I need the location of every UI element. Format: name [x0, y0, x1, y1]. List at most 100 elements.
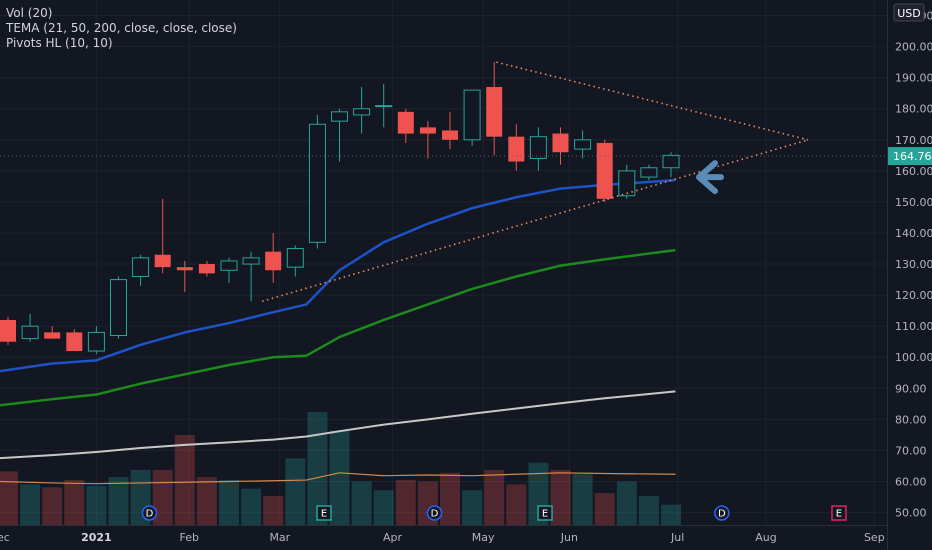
- candle: [308, 114, 326, 249]
- last-price-label: 164.76: [893, 150, 932, 163]
- y-tick-label: 90.00: [895, 382, 927, 395]
- volume-bar: [616, 481, 637, 525]
- earnings-event-icon[interactable]: E: [316, 505, 332, 521]
- candle: [21, 313, 39, 342]
- tema-slow-line: [0, 390, 676, 460]
- y-tick-label: 130.00: [895, 258, 932, 271]
- dividend-event-icon[interactable]: D: [714, 505, 730, 521]
- x-tick-label: Dec: [0, 531, 10, 544]
- x-tick-label: May: [472, 531, 495, 544]
- candle-body: [552, 133, 569, 153]
- y-tick-label: 140.00: [895, 227, 932, 240]
- indicator-legend: Vol (20) TEMA (21, 50, 200, close, close…: [6, 6, 237, 51]
- svg-text:D: D: [431, 509, 439, 520]
- svg-text:E: E: [542, 509, 548, 520]
- y-tick-label: 200.00: [895, 41, 932, 54]
- volume-bar: [594, 493, 615, 525]
- volume-bar: [550, 469, 571, 525]
- volume-ma-line: [0, 472, 676, 485]
- candle: [132, 254, 150, 286]
- volume-bar: [263, 496, 284, 525]
- candle-body: [21, 325, 39, 340]
- candle-body: [662, 154, 680, 169]
- candle-body: [529, 136, 547, 159]
- volume-bar: [395, 480, 416, 525]
- candle: [442, 111, 458, 150]
- dividend-event-icon[interactable]: D: [141, 505, 158, 521]
- candle-body: [44, 332, 61, 339]
- candle-body: [110, 279, 127, 337]
- y-tick-label: 190.00: [895, 72, 932, 85]
- candle-body: [308, 123, 326, 243]
- tema-fast-line: [0, 178, 676, 373]
- candle: [286, 245, 304, 277]
- candle: [618, 164, 636, 199]
- candle: [463, 89, 481, 147]
- volume-bar: [329, 430, 350, 525]
- candle: [552, 127, 569, 165]
- volume-bar: [351, 481, 372, 525]
- y-tick-label: 150.00: [895, 196, 932, 209]
- svg-text:E: E: [321, 509, 327, 520]
- x-tick-label: Aug: [755, 531, 776, 544]
- volume-bar: [108, 477, 129, 525]
- candle: [87, 326, 105, 355]
- candle-body: [198, 264, 215, 274]
- volume-bar: [86, 485, 107, 525]
- candle: [353, 86, 371, 134]
- y-tick-label: 70.00: [895, 444, 927, 457]
- legend-tema[interactable]: TEMA (21, 50, 200, close, close, close): [6, 21, 237, 35]
- x-tick-label: Sep: [864, 531, 885, 544]
- candle-body: [508, 136, 525, 162]
- candle: [486, 62, 503, 156]
- candle-body: [397, 111, 414, 134]
- candle: [508, 124, 525, 171]
- candle: [198, 260, 215, 277]
- volume-bar: [241, 488, 262, 525]
- volume-bar: [484, 469, 505, 525]
- candle-body: [442, 130, 458, 140]
- dividend-event-icon[interactable]: D: [426, 505, 443, 521]
- legend-volume[interactable]: Vol (20): [6, 6, 53, 20]
- y-tick-label: 60.00: [895, 476, 927, 489]
- x-tick-label: Feb: [179, 531, 198, 544]
- candle: [397, 108, 414, 143]
- candle-body: [265, 251, 282, 271]
- y-tick-label: 80.00: [895, 413, 927, 426]
- candle-body: [375, 105, 393, 108]
- volume-bar: [440, 472, 460, 525]
- y-tick-label: 170.00: [895, 134, 932, 147]
- currency-label: USD: [897, 7, 921, 20]
- candle-body: [0, 319, 16, 342]
- candle: [154, 198, 171, 274]
- x-tick-label: Jul: [670, 531, 684, 544]
- y-tick-label: 110.00: [895, 320, 932, 333]
- volume-bar: [0, 471, 18, 525]
- candle-body: [618, 170, 636, 197]
- currency-badge: [893, 3, 925, 22]
- volume-bar: [462, 490, 483, 525]
- candle: [265, 232, 282, 283]
- x-tick-label: Jun: [560, 531, 578, 544]
- candle: [242, 251, 260, 302]
- y-tick-label: 50.00: [895, 507, 927, 520]
- candle: [44, 326, 61, 339]
- candle-body: [154, 254, 171, 268]
- tema-mid-line: [0, 248, 676, 407]
- x-tick-label: Mar: [269, 531, 290, 544]
- x-tick-label: 2021: [81, 531, 112, 544]
- earnings-event-icon[interactable]: E: [537, 505, 553, 521]
- legend-pivots[interactable]: Pivots HL (10, 10): [6, 36, 113, 50]
- y-tick-label: 100.00: [895, 351, 932, 364]
- volume-bar: [307, 411, 328, 525]
- volume-bar: [506, 484, 527, 525]
- y-tick-label: 160.00: [895, 165, 932, 178]
- candle-body: [419, 127, 436, 134]
- candle-body: [331, 111, 348, 122]
- candle-body: [87, 331, 105, 352]
- earnings-event-icon[interactable]: E: [831, 505, 847, 521]
- svg-text:D: D: [718, 509, 726, 520]
- candle: [662, 152, 680, 178]
- candle: [331, 108, 348, 162]
